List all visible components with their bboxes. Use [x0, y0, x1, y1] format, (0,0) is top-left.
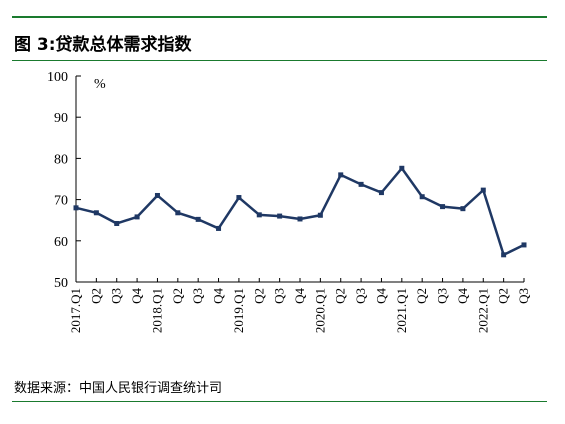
- y-tick-label: 100: [47, 70, 68, 85]
- x-tick-label: Q3: [516, 288, 531, 304]
- x-tick-label: Q3: [190, 288, 205, 304]
- x-tick-label: Q2: [251, 288, 266, 304]
- data-point: [378, 190, 384, 196]
- data-point: [317, 212, 323, 218]
- x-tick-label: Q2: [496, 288, 511, 304]
- data-point: [338, 172, 344, 178]
- data-point: [216, 225, 222, 231]
- x-tick-label: Q2: [88, 288, 103, 304]
- data-point: [154, 192, 160, 198]
- data-point: [460, 206, 466, 212]
- x-tick-label: Q2: [170, 288, 185, 304]
- figure-title: 图 3:贷款总体需求指数: [14, 35, 192, 55]
- data-point: [297, 216, 303, 222]
- y-tick-label: 60: [54, 235, 68, 250]
- title-rule: [12, 60, 547, 61]
- data-point: [73, 205, 79, 211]
- data-point: [175, 210, 181, 216]
- x-tick-label: Q4: [211, 288, 226, 304]
- data-point: [358, 181, 364, 187]
- y-axis: 50 60 70 80 90 100: [47, 70, 81, 291]
- x-axis: 2017.Q1 Q2 Q3 Q4 2018.Q1 Q2 Q3 Q4 2019.Q1 Q2 Q3 Q4 2…: [68, 278, 531, 333]
- data-point: [521, 242, 527, 248]
- data-point: [399, 165, 405, 171]
- x-tick-label: 2022.Q1: [475, 288, 490, 333]
- y-tick-label: 50: [54, 276, 68, 291]
- series-line: [75, 167, 525, 257]
- x-tick-label: 2019.Q1: [231, 288, 246, 333]
- x-tick-label: 2021.Q1: [394, 288, 409, 333]
- x-tick-label: Q3: [272, 288, 287, 304]
- line-chart: 50 60 70 80 90 100 2017.Q1 Q2 Q3 Q4 2018.Q1 Q2 Q3 Q4…: [47, 70, 531, 333]
- x-tick-label: 2020.Q1: [312, 288, 327, 333]
- x-tick-label: Q4: [455, 288, 470, 304]
- data-point: [236, 195, 242, 201]
- x-tick-label: Q4: [292, 288, 307, 304]
- x-tick-label: Q4: [373, 288, 388, 304]
- data-point: [419, 194, 425, 200]
- x-tick-label: Q2: [414, 288, 429, 304]
- x-tick-label: Q4: [129, 288, 144, 304]
- data-point: [440, 204, 446, 210]
- data-point: [256, 212, 262, 218]
- x-tick-label: 2018.Q1: [149, 288, 164, 333]
- source-note: 数据来源：中国人民银行调查统计司: [14, 381, 223, 396]
- x-tick-label: Q2: [333, 288, 348, 304]
- x-tick-label: Q3: [353, 288, 368, 304]
- series-group: [73, 165, 527, 258]
- data-point: [93, 210, 99, 216]
- data-point: [480, 187, 486, 193]
- top-rule: [12, 16, 547, 18]
- data-point: [501, 252, 507, 258]
- bottom-rule: [12, 401, 547, 402]
- data-point: [277, 213, 283, 219]
- data-point: [114, 220, 120, 226]
- unit-label: %: [94, 77, 106, 92]
- x-tick-label: 2017.Q1: [68, 288, 83, 333]
- x-tick-label: Q3: [109, 288, 124, 304]
- y-tick-label: 90: [54, 111, 68, 126]
- data-point: [134, 214, 140, 220]
- y-tick-label: 80: [54, 152, 68, 167]
- x-tick-label: Q3: [435, 288, 450, 304]
- data-point: [195, 216, 201, 222]
- y-tick-label: 70: [54, 194, 68, 209]
